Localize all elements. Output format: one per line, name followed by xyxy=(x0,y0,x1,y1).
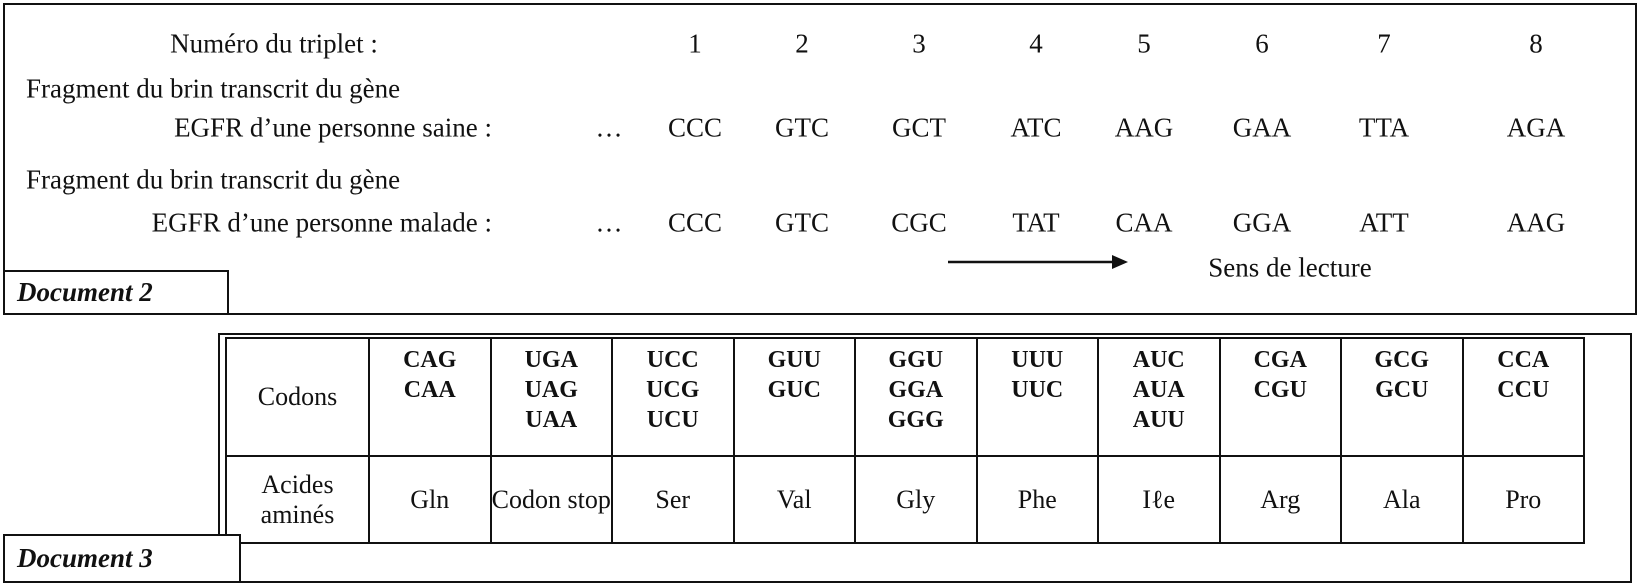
amino-acid: Val xyxy=(732,455,856,544)
document-2-frame xyxy=(3,3,1637,315)
codon-cell: UGA UAG UAA xyxy=(489,337,613,457)
codon-cell: GCG GCU xyxy=(1340,337,1464,457)
row-label: Fragment du brin transcrit du gène xyxy=(26,164,401,195)
codon: AUU xyxy=(1132,407,1185,433)
codon: CGU xyxy=(1253,377,1307,403)
codon: GGG xyxy=(887,407,944,433)
reading-direction: Sens de lecture xyxy=(1208,252,1372,283)
codons-header: Codons xyxy=(225,337,370,457)
codon: UUU xyxy=(1011,347,1064,373)
codon: ATT xyxy=(1359,207,1409,238)
codon-cell: CGA CGU xyxy=(1218,337,1342,457)
row-label: Fragment du brin transcrit du gène xyxy=(26,73,401,104)
codon-cell: CCA CCU xyxy=(1461,337,1585,457)
amino-acid: Ser xyxy=(611,455,735,544)
row-label: EGFR d’une personne malade : xyxy=(151,207,492,238)
codon: AUA xyxy=(1132,377,1185,403)
codon-cell: UUU UUC xyxy=(975,337,1099,457)
document-3-frame xyxy=(218,333,1632,583)
codon: UUC xyxy=(1011,377,1064,403)
codon: CCU xyxy=(1497,377,1550,403)
codon: AGA xyxy=(1506,112,1566,143)
codon: UAA xyxy=(525,407,578,433)
codon: GGA xyxy=(888,377,944,403)
amino-acid: Gly xyxy=(854,455,978,544)
amino-acid: Ala xyxy=(1340,455,1464,544)
codon: GCU xyxy=(1375,377,1429,403)
triplet-number: 8 xyxy=(1529,28,1543,59)
codon: ATC xyxy=(1010,112,1062,143)
codon: AUC xyxy=(1132,347,1185,373)
codon: TAT xyxy=(1012,207,1060,238)
row-label: EGFR d’une personne saine : xyxy=(174,112,492,143)
amino-row: Acides aminés Gln Codon stop Ser Val Gly Phe Iℓ… xyxy=(225,455,1585,544)
codon: CCC xyxy=(667,112,723,143)
codon-cell: CAG CAA xyxy=(368,337,492,457)
triplet-number: 3 xyxy=(912,28,926,59)
ellipsis: … xyxy=(595,207,623,238)
codon-row: Codons CAG CAA UGA UAG UAA UCC UCG UCU GUU GUC GGU G… xyxy=(225,337,1585,457)
amino-header: Acides aminés xyxy=(225,455,370,544)
codon: GGA xyxy=(1232,207,1292,238)
triplet-number: 4 xyxy=(1029,28,1043,59)
amino-acid: Iℓe xyxy=(1097,455,1221,544)
codon: GAA xyxy=(1232,112,1292,143)
codon-cell: GUU GUC xyxy=(732,337,856,457)
triplet-number: 6 xyxy=(1255,28,1269,59)
codon: GTC xyxy=(775,207,829,238)
codon: TTA xyxy=(1358,112,1410,143)
amino-acid: Gln xyxy=(368,455,492,544)
codon-cell: AUC AUA AUU xyxy=(1097,337,1221,457)
codon: GGU xyxy=(888,347,944,373)
codon: GCT xyxy=(892,112,946,143)
codon: CCC xyxy=(667,207,723,238)
codon: UCU xyxy=(646,407,699,433)
codon: CAG xyxy=(403,347,457,373)
codon: UAG xyxy=(524,377,578,403)
amino-acid: Pro xyxy=(1461,455,1585,544)
ellipsis: … xyxy=(595,112,623,143)
codon: CAA xyxy=(1115,207,1173,238)
codon: CGA xyxy=(1253,347,1307,373)
codon: CAA xyxy=(403,377,456,403)
codon: CCA xyxy=(1497,347,1550,373)
triplet-number: 7 xyxy=(1377,28,1391,59)
codon: UCG xyxy=(646,377,700,403)
codon-cell: GGU GGA GGG xyxy=(854,337,978,457)
codon-table: Codons CAG CAA UGA UAG UAA UCC UCG UCU GUU GUC GGU G… xyxy=(225,337,1585,544)
codon: GTC xyxy=(775,112,829,143)
amino-acid: Phe xyxy=(975,455,1099,544)
triplet-label: Numéro du triplet : xyxy=(170,28,378,59)
amino-acid: Arg xyxy=(1218,455,1342,544)
document-3-label: Document 3 xyxy=(3,534,241,583)
codon-cell: UCC UCG UCU xyxy=(611,337,735,457)
codon: AAG xyxy=(1114,112,1174,143)
codon: GUC xyxy=(767,377,821,403)
triplet-number: 5 xyxy=(1137,28,1151,59)
codon: CGC xyxy=(891,207,947,238)
triplet-number: 2 xyxy=(795,28,809,59)
codon: UGA xyxy=(524,347,578,373)
reading-arrow xyxy=(948,255,1128,269)
triplet-number: 1 xyxy=(688,28,702,59)
amino-acid: Codon stop xyxy=(489,455,613,544)
document-2-label: Document 2 xyxy=(3,270,229,315)
codon: UCC xyxy=(646,347,699,373)
codon: GCG xyxy=(1374,347,1430,373)
codon: AAG xyxy=(1506,207,1566,238)
codon: GUU xyxy=(767,347,821,373)
